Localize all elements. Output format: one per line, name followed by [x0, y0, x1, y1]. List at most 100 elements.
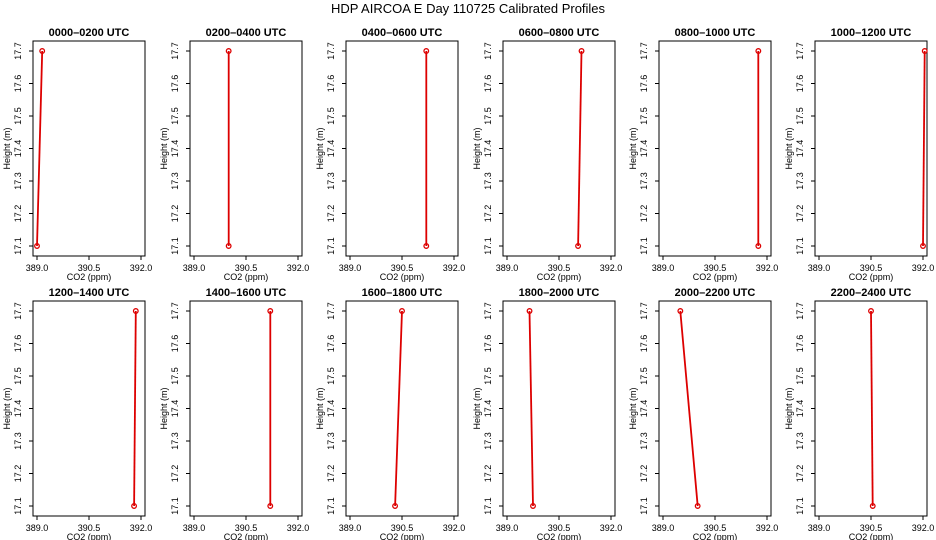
- y-tick-label: 17.3: [326, 172, 336, 190]
- panel-title: 2200–2400 UTC: [831, 287, 912, 299]
- y-tick-label: 17.3: [326, 432, 336, 450]
- data-point: [530, 503, 536, 509]
- y-tick-label: 17.5: [483, 367, 493, 385]
- data-point: [694, 503, 701, 509]
- y-tick-label: 17.7: [170, 302, 180, 320]
- y-axis-label: Height (m): [472, 127, 482, 169]
- plot-frame: [32, 40, 146, 257]
- plot-frame: [502, 40, 616, 257]
- x-tick-label: 389.0: [183, 263, 206, 273]
- y-tick-label: 17.5: [170, 367, 180, 385]
- y-tick-label: 17.1: [483, 237, 493, 255]
- profile-line: [577, 50, 583, 247]
- y-axis-label: Height (m): [159, 387, 169, 429]
- profile-line: [133, 310, 137, 507]
- y-tick-label: 17.2: [483, 465, 493, 483]
- plot-frame: [189, 40, 303, 257]
- data-point: [399, 308, 405, 314]
- y-tick-label: 17.3: [13, 432, 23, 450]
- x-tick-label: 389.0: [26, 263, 49, 273]
- y-tick-label: 17.6: [13, 75, 23, 93]
- y-tick-label: 17.7: [483, 42, 493, 60]
- panel-9: 1600–1800 UTC 389.0 390.5 392.0 CO2 (ppm) 17.…: [315, 287, 465, 540]
- plot-frame: [658, 300, 772, 517]
- y-tick-label: 17.6: [795, 75, 805, 93]
- y-tick-label: 17.7: [639, 42, 649, 60]
- y-axis-label: Height (m): [159, 127, 169, 169]
- y-tick-label: 17.6: [170, 335, 180, 353]
- y-tick-label: 17.2: [483, 205, 493, 223]
- y-tick-label: 17.2: [326, 465, 336, 483]
- y-axis-label: Height (m): [2, 127, 12, 169]
- data-point: [225, 243, 232, 249]
- x-axis-label: CO2 (ppm): [224, 272, 269, 282]
- y-tick-label: 17.7: [13, 42, 23, 60]
- panel-title: 0000–0200 UTC: [49, 27, 130, 39]
- y-tick-label: 17.2: [326, 205, 336, 223]
- panel-3: 0400–0600 UTC 389.0 390.5 392.0 CO2 (ppm) 17.…: [315, 27, 465, 282]
- x-axis-label: CO2 (ppm): [380, 272, 425, 282]
- x-axis-label: CO2 (ppm): [849, 532, 894, 540]
- y-tick-label: 17.5: [326, 367, 336, 385]
- y-axis-label: Height (m): [784, 387, 794, 429]
- x-tick-label: 392.0: [912, 523, 935, 533]
- y-tick-label: 17.3: [795, 432, 805, 450]
- x-tick-label: 390.5: [78, 523, 101, 533]
- panel-title: 0600–0800 UTC: [519, 27, 600, 39]
- y-tick-label: 17.1: [639, 497, 649, 515]
- plot-frame: [32, 300, 146, 517]
- y-tick-label: 17.1: [639, 237, 649, 255]
- y-tick-label: 17.3: [170, 172, 180, 190]
- x-tick-label: 389.0: [339, 263, 362, 273]
- panel-title: 1800–2000 UTC: [519, 287, 600, 299]
- plot-frame: [502, 300, 616, 517]
- y-tick-label: 17.1: [13, 237, 23, 255]
- x-tick-label: 389.0: [496, 523, 519, 533]
- data-point: [921, 48, 928, 54]
- y-tick-label: 17.3: [639, 172, 649, 190]
- x-tick-label: 392.0: [600, 263, 623, 273]
- panel-1: 0000–0200 UTC 389.0 390.5 392.0 CO2 (ppm) 17.…: [2, 27, 152, 282]
- data-point: [755, 48, 762, 54]
- y-axis-label: Height (m): [315, 387, 325, 429]
- y-tick-label: 17.2: [639, 465, 649, 483]
- x-tick-label: 390.5: [391, 263, 414, 273]
- panel-title: 1600–1800 UTC: [362, 287, 443, 299]
- data-point: [920, 243, 926, 249]
- profile-line: [870, 310, 874, 507]
- x-axis-label: CO2 (ppm): [849, 272, 894, 282]
- y-tick-label: 17.7: [795, 302, 805, 320]
- y-tick-label: 17.5: [13, 367, 23, 385]
- x-tick-label: 392.0: [600, 523, 623, 533]
- profile-line: [394, 310, 403, 507]
- y-tick-label: 17.3: [13, 172, 23, 190]
- y-tick-label: 17.2: [13, 205, 23, 223]
- data-point: [132, 308, 139, 314]
- y-tick-label: 17.4: [795, 400, 805, 418]
- y-axis-label: Height (m): [784, 127, 794, 169]
- y-tick-label: 17.3: [483, 432, 493, 450]
- x-tick-label: 390.5: [78, 263, 101, 273]
- x-tick-label: 390.5: [704, 523, 727, 533]
- x-tick-label: 389.0: [496, 263, 519, 273]
- profile-line: [36, 50, 44, 247]
- y-tick-label: 17.3: [795, 172, 805, 190]
- data-point: [39, 48, 46, 54]
- x-axis-label: CO2 (ppm): [67, 532, 112, 540]
- y-tick-label: 17.7: [170, 42, 180, 60]
- profile-line: [528, 310, 534, 507]
- x-tick-label: 392.0: [443, 263, 466, 273]
- x-axis-label: CO2 (ppm): [693, 532, 738, 540]
- data-point: [392, 503, 399, 509]
- y-tick-label: 17.1: [326, 237, 336, 255]
- data-point: [575, 243, 582, 249]
- data-point: [267, 503, 274, 509]
- data-point: [267, 308, 274, 314]
- x-tick-label: 390.5: [391, 523, 414, 533]
- plot-frame: [658, 40, 772, 257]
- panel-title: 1200–1400 UTC: [49, 287, 130, 299]
- profile-line: [679, 310, 699, 507]
- x-tick-label: 389.0: [652, 263, 675, 273]
- y-tick-label: 17.3: [483, 172, 493, 190]
- x-tick-label: 389.0: [26, 523, 49, 533]
